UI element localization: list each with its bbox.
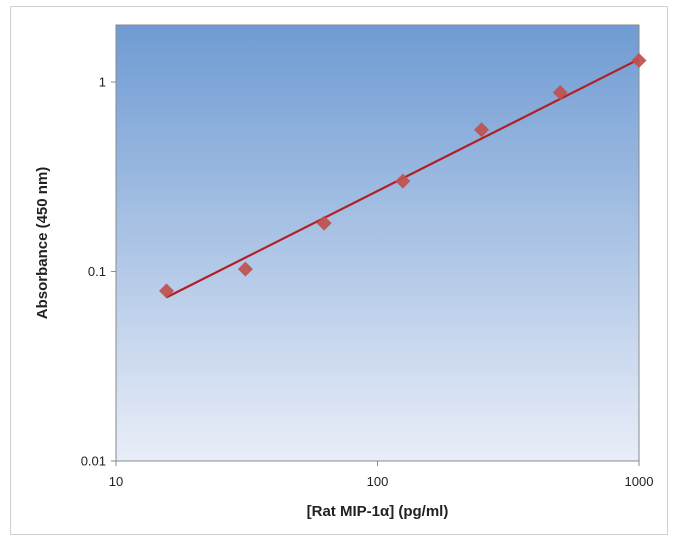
y-tick-label: 1 xyxy=(99,75,106,90)
y-tick-label: 0.01 xyxy=(81,454,106,469)
data-point xyxy=(395,173,411,189)
x-tick-label: 1000 xyxy=(625,474,654,489)
data-point xyxy=(237,261,253,277)
data-point xyxy=(159,283,175,299)
data-point xyxy=(552,85,568,101)
plot-area xyxy=(115,24,640,462)
data-point xyxy=(631,52,647,68)
y-tick-label: 0.1 xyxy=(88,264,106,279)
y-axis-title: Absorbance (450 nm) xyxy=(34,167,51,320)
data-point xyxy=(316,215,332,231)
x-tick-label: 10 xyxy=(109,474,123,489)
x-tick-label: 100 xyxy=(367,474,389,489)
data-point xyxy=(474,122,490,138)
x-axis-title: [Rat MIP-1α] (pg/ml) xyxy=(307,503,449,520)
